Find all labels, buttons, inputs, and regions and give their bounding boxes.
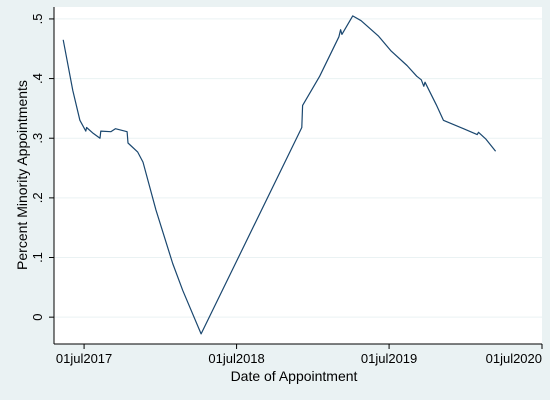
y-tick-label: .4 [30, 73, 45, 84]
y-axis-title: Percent Minority Appointments [14, 80, 30, 270]
series-line [62, 15, 497, 335]
y-tick-label: .1 [30, 252, 45, 263]
x-axis-ticks: 01jul2017 01jul2018 01jul2019 01jul2020 [56, 344, 543, 366]
y-tick-label: .2 [30, 192, 45, 203]
x-axis-title: Date of Appointment [231, 368, 358, 384]
y-tick-label: .3 [30, 133, 45, 144]
y-axis-ticks: 0 .1 .2 .3 .4 .5 [30, 14, 54, 321]
y-gridlines [54, 18, 542, 318]
x-tick-label: 01jul2018 [208, 351, 264, 366]
plot-background [54, 7, 542, 344]
x-tick-label: 01jul2017 [56, 351, 112, 366]
x-tick-label: 01jul2020 [486, 351, 542, 366]
x-tick-label: 01jul2019 [361, 351, 417, 366]
y-tick-label: .5 [30, 14, 45, 25]
y-tick-label: 0 [30, 314, 45, 321]
